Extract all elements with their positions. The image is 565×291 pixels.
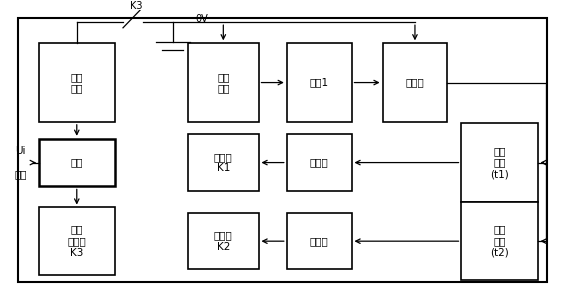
Text: 计数器: 计数器: [406, 78, 424, 88]
Text: 继电器
K2: 继电器 K2: [214, 230, 233, 252]
Bar: [462, 202, 537, 281]
Bar: [39, 207, 115, 275]
Text: 0V: 0V: [195, 14, 208, 24]
Text: 储能
电源: 储能 电源: [71, 72, 83, 93]
Text: 整定
开关
(t2): 整定 开关 (t2): [490, 225, 509, 258]
Text: 直流: 直流: [15, 169, 27, 179]
Bar: [39, 43, 115, 122]
Text: K3: K3: [131, 1, 143, 11]
Bar: [286, 213, 351, 269]
Bar: [383, 43, 447, 122]
Bar: [188, 43, 259, 122]
Text: 晶体
分频: 晶体 分频: [217, 72, 229, 93]
Bar: [39, 139, 115, 187]
Text: 驱动器: 驱动器: [310, 236, 328, 246]
Text: 驱动器: 驱动器: [310, 157, 328, 168]
Text: 分频1: 分频1: [310, 78, 329, 88]
Bar: [462, 123, 537, 202]
Text: Ui: Ui: [15, 146, 25, 156]
Text: 瞬动
继电器
K3: 瞬动 继电器 K3: [67, 225, 86, 258]
Bar: [188, 213, 259, 269]
Bar: [188, 134, 259, 191]
Text: 降压: 降压: [71, 157, 83, 168]
Bar: [286, 43, 351, 122]
Text: 整定
开关
(t1): 整定 开关 (t1): [490, 146, 509, 179]
Bar: [286, 134, 351, 191]
Text: 继电器
K1: 继电器 K1: [214, 152, 233, 173]
